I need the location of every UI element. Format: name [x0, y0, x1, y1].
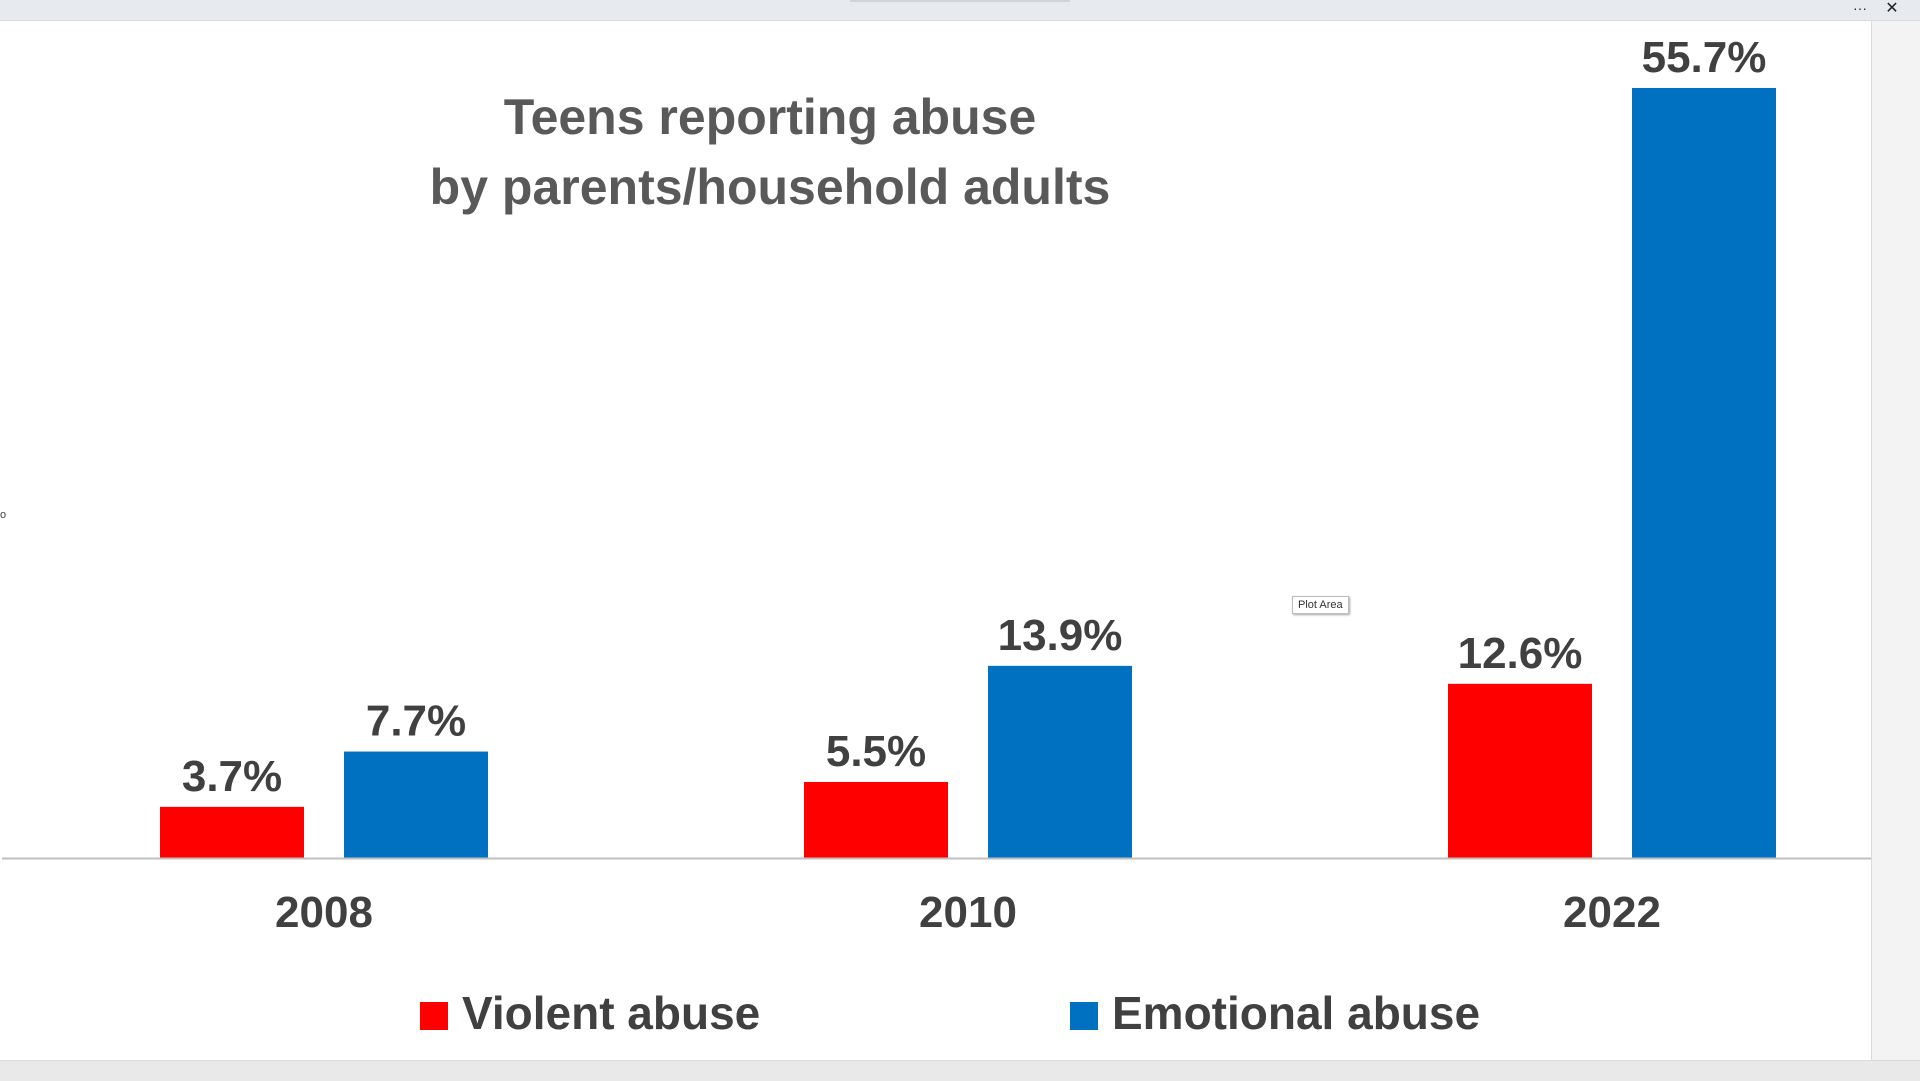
window-title-bar: ··· ✕ — [0, 0, 1920, 21]
x-tick-label: 2008 — [275, 888, 373, 937]
chart-title-line: Teens reporting abuse — [504, 89, 1037, 145]
x-tick-label: 2010 — [919, 888, 1017, 937]
x-tick-label: 2022 — [1563, 888, 1661, 937]
side-panel — [1871, 21, 1920, 1060]
legend-label: Emotional abuse — [1112, 987, 1480, 1039]
plot-area-tooltip: Plot Area — [1292, 596, 1349, 614]
title-bar-tab-hint — [850, 0, 1070, 2]
legend-swatch-emotional-abuse — [1070, 1002, 1098, 1030]
bar-emotional-abuse-2010 — [988, 665, 1132, 858]
bar-emotional-abuse-2022 — [1632, 88, 1776, 858]
data-label: 3.7% — [182, 752, 282, 801]
bar-violent-abuse-2010 — [804, 781, 948, 858]
bar-violent-abuse-2008 — [160, 806, 304, 858]
close-icon[interactable]: ✕ — [1885, 0, 1899, 17]
data-label: 12.6% — [1458, 629, 1583, 678]
data-label: 5.5% — [826, 727, 926, 776]
data-label: 55.7% — [1642, 33, 1767, 82]
chart-title-line: by parents/household adults — [430, 159, 1111, 215]
bar-emotional-abuse-2008 — [344, 751, 488, 858]
bar-chart[interactable]: Teens reporting abuse by parents/househol… — [0, 21, 1871, 1060]
data-label: 13.9% — [998, 611, 1123, 660]
legend-swatch-violent-abuse — [420, 1002, 448, 1030]
more-horizontal-icon[interactable]: ··· — [1853, 0, 1867, 16]
legend-label: Violent abuse — [462, 987, 760, 1039]
selection-handle-icon[interactable]: o — [0, 509, 7, 521]
bar-violent-abuse-2022 — [1448, 683, 1592, 858]
data-label: 7.7% — [366, 697, 466, 746]
status-bar — [0, 1060, 1920, 1081]
